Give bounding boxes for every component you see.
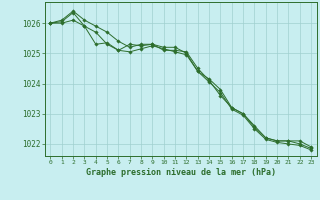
X-axis label: Graphe pression niveau de la mer (hPa): Graphe pression niveau de la mer (hPa)	[86, 168, 276, 177]
